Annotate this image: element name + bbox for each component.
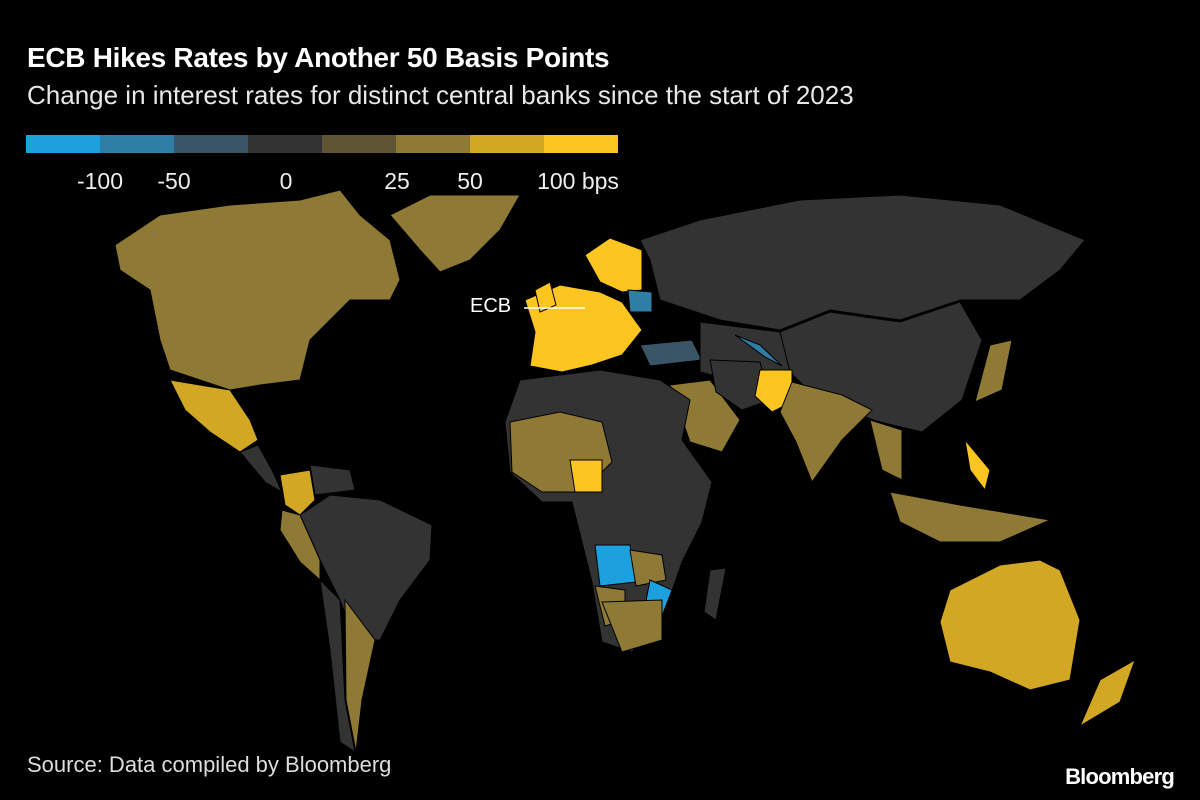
legend-tick: 25 bbox=[384, 168, 410, 194]
region-argentina bbox=[344, 598, 376, 753]
region-russia bbox=[639, 194, 1086, 331]
legend-swatch bbox=[26, 135, 100, 153]
legend-tick: 100 bps bbox=[537, 168, 619, 194]
color-legend bbox=[26, 135, 618, 153]
region-zambia bbox=[629, 549, 667, 587]
region-colombia bbox=[279, 469, 316, 516]
region-indonesia bbox=[889, 491, 1052, 543]
region-central-america bbox=[239, 444, 284, 494]
legend-swatch bbox=[100, 135, 174, 153]
legend-swatch bbox=[396, 135, 470, 153]
region-europe bbox=[524, 284, 643, 373]
region-mexico bbox=[169, 379, 259, 453]
region-venezuela bbox=[309, 464, 356, 496]
legend-swatch bbox=[322, 135, 396, 153]
region-greenland bbox=[389, 194, 521, 273]
legend-swatch bbox=[544, 135, 618, 153]
region-philippines bbox=[964, 438, 991, 492]
region-turkey bbox=[639, 339, 703, 367]
region-india bbox=[779, 381, 873, 484]
chart-subtitle: Change in interest rates for distinct ce… bbox=[27, 80, 854, 110]
legend-swatch bbox=[248, 135, 322, 153]
region-iran bbox=[709, 359, 771, 411]
region-new-zealand bbox=[1078, 658, 1136, 728]
ecb-label: ECB bbox=[470, 295, 512, 317]
legend-tick: 0 bbox=[279, 168, 293, 194]
bloomberg-logo: Bloomberg bbox=[1065, 764, 1175, 789]
region-uk bbox=[534, 281, 557, 313]
region-nigeria bbox=[569, 459, 603, 493]
region-south-africa bbox=[601, 599, 663, 653]
legend-swatch bbox=[174, 135, 248, 153]
chart-title: ECB Hikes Rates by Another 50 Basis Poin… bbox=[27, 42, 610, 73]
legend-tick: 50 bbox=[457, 168, 483, 194]
region-north-america bbox=[114, 189, 401, 391]
region-japan bbox=[974, 339, 1013, 403]
region-australia bbox=[939, 559, 1081, 691]
legend-tick: -50 bbox=[157, 168, 191, 194]
legend-tick: -100 bbox=[76, 168, 124, 194]
region-chile bbox=[319, 578, 356, 754]
region-brazil bbox=[299, 494, 433, 641]
legend-swatch bbox=[470, 135, 544, 153]
source-note: Source: Data compiled by Bloomberg bbox=[27, 752, 392, 777]
region-madagascar bbox=[703, 567, 727, 621]
region-poland bbox=[627, 289, 653, 313]
region-se-asia bbox=[869, 419, 903, 481]
region-scandinavia bbox=[584, 237, 643, 293]
region-uzbekistan bbox=[734, 334, 783, 367]
